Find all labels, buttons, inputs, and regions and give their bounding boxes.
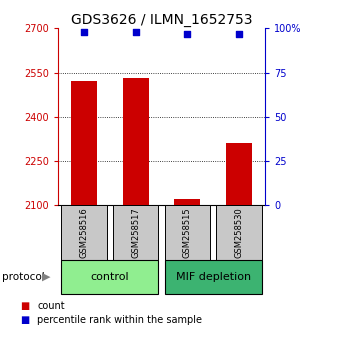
Text: GSM258516: GSM258516: [79, 207, 88, 258]
Point: [133, 29, 138, 35]
Text: ▶: ▶: [42, 272, 50, 282]
Text: count: count: [37, 301, 65, 311]
Bar: [61, 205, 106, 260]
Bar: [174, 199, 200, 205]
Point: [237, 31, 242, 36]
Bar: [71, 81, 97, 205]
Point: [185, 31, 190, 36]
Point: [81, 29, 86, 35]
Text: MIF depletion: MIF depletion: [176, 272, 251, 282]
Bar: [165, 260, 262, 294]
Bar: [217, 205, 262, 260]
Bar: [165, 205, 210, 260]
Bar: [226, 143, 252, 205]
Text: GSM258517: GSM258517: [131, 207, 140, 258]
Text: ■: ■: [20, 315, 30, 325]
Bar: [61, 260, 158, 294]
Bar: [113, 205, 158, 260]
Text: GSM258515: GSM258515: [183, 207, 192, 258]
Text: control: control: [90, 272, 129, 282]
Text: GSM258530: GSM258530: [235, 207, 244, 258]
Title: GDS3626 / ILMN_1652753: GDS3626 / ILMN_1652753: [71, 13, 252, 27]
Text: percentile rank within the sample: percentile rank within the sample: [37, 315, 202, 325]
Bar: [123, 79, 149, 205]
Text: ■: ■: [20, 301, 30, 311]
Text: protocol: protocol: [2, 272, 45, 282]
